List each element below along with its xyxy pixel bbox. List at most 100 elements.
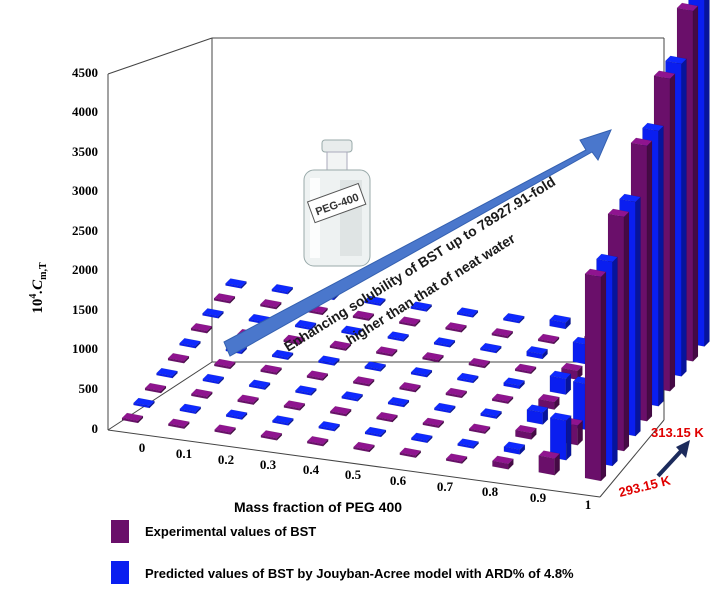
temperature-arrow-icon <box>656 440 690 478</box>
x-tick: 0.9 <box>530 490 547 505</box>
y-tick: 2500 <box>72 223 98 238</box>
bar-top <box>549 412 572 421</box>
bar-top <box>491 393 514 403</box>
bar-top <box>445 387 468 397</box>
x-tick: 0.7 <box>437 479 454 494</box>
y-tick: 500 <box>79 381 99 396</box>
legend-swatch-experimental <box>111 520 129 543</box>
bar-side <box>612 256 618 467</box>
bar-top <box>398 381 422 391</box>
bar-top <box>607 208 630 218</box>
x-tick: 0 <box>139 440 146 455</box>
bar-top <box>190 323 213 332</box>
legend-predicted-label: Predicted values of BST by Jouyban-Acree… <box>145 566 574 581</box>
bar-top <box>352 310 375 320</box>
bar-top <box>387 396 410 406</box>
bar-top <box>538 450 561 459</box>
bar-front <box>538 455 555 476</box>
y-tick: 3500 <box>72 144 98 159</box>
bar-side <box>623 211 630 452</box>
bar-top <box>363 295 386 305</box>
bar-front <box>549 375 567 395</box>
bar-top <box>468 423 491 432</box>
y-tick: 0 <box>92 421 99 436</box>
bar-top <box>456 372 479 382</box>
bar-top <box>352 441 376 451</box>
bar-top <box>318 420 341 430</box>
bar-top <box>595 253 619 263</box>
bar-top <box>329 340 352 349</box>
x-tick: 0.6 <box>390 473 407 488</box>
bar-top <box>155 367 179 377</box>
bar-top <box>410 301 433 310</box>
bar-top <box>352 376 375 385</box>
bar-top <box>676 2 699 12</box>
bar-top <box>560 362 583 372</box>
legend-experimental-label: Experimental values of BST <box>145 524 316 539</box>
bar-top <box>271 349 294 359</box>
bars-group <box>121 0 710 482</box>
legend: Experimental values of BST Predicted val… <box>111 520 574 584</box>
bar-top <box>248 379 271 389</box>
bar-top <box>502 312 525 322</box>
bar-top <box>225 409 248 418</box>
bar-top <box>537 333 560 343</box>
bar-top <box>630 137 653 147</box>
bar-top <box>283 400 306 409</box>
bar-top <box>503 441 526 450</box>
bar-top <box>410 432 433 442</box>
bar-side <box>658 125 664 407</box>
bar-top <box>179 403 202 413</box>
bar-top <box>444 322 468 331</box>
bar-top <box>526 404 549 413</box>
bar-top <box>271 283 294 293</box>
bar-side <box>681 58 687 377</box>
bar-top <box>364 426 387 436</box>
bar-top <box>468 357 491 367</box>
legend-swatch-predicted <box>111 561 129 584</box>
bar-top <box>456 307 479 316</box>
y-tick: 4500 <box>72 65 98 80</box>
bar-top <box>201 308 225 317</box>
peg-bottle-icon: PEG-400 <box>303 139 371 267</box>
y-tick: 3000 <box>72 183 98 198</box>
bar-top <box>329 406 352 415</box>
bar-top <box>271 415 294 424</box>
bar-side <box>565 415 572 461</box>
bar-top <box>306 370 329 379</box>
y-label-symbol: .C <box>30 279 46 294</box>
bar-top <box>526 345 549 355</box>
bar-top <box>237 394 260 403</box>
bar-top <box>213 293 236 302</box>
bar-top <box>306 435 329 445</box>
x-tick: 0.2 <box>218 452 234 467</box>
x-tick: 0.3 <box>260 457 277 472</box>
bar-top <box>433 337 456 346</box>
bar-top <box>433 402 456 412</box>
bar-top <box>132 397 156 407</box>
bar-top <box>178 337 202 347</box>
y-axis-ticks: 0 500 1000 1500 2000 2500 3000 3500 4000… <box>72 65 98 436</box>
bar-side <box>692 5 699 363</box>
bar-top <box>294 319 317 329</box>
bar-top <box>340 325 363 335</box>
bar-top <box>260 364 283 374</box>
x-tick: 1 <box>585 497 592 512</box>
bar-top <box>167 352 190 362</box>
bar-side <box>646 140 653 422</box>
bar-top <box>503 377 526 386</box>
temp-label-low: 293.15 K <box>617 472 672 499</box>
bar-top <box>121 412 144 422</box>
bar-top <box>410 366 433 376</box>
bar-side <box>704 0 710 348</box>
bar-top <box>549 314 572 323</box>
bar-top <box>294 385 317 394</box>
bar-front <box>584 273 602 482</box>
bar-side <box>635 196 641 437</box>
bar-top <box>491 455 514 465</box>
y-tick: 1500 <box>72 302 98 317</box>
x-tick: 0.5 <box>345 467 362 482</box>
x-tick: 0.8 <box>482 484 499 499</box>
y-tick: 2000 <box>72 262 98 277</box>
